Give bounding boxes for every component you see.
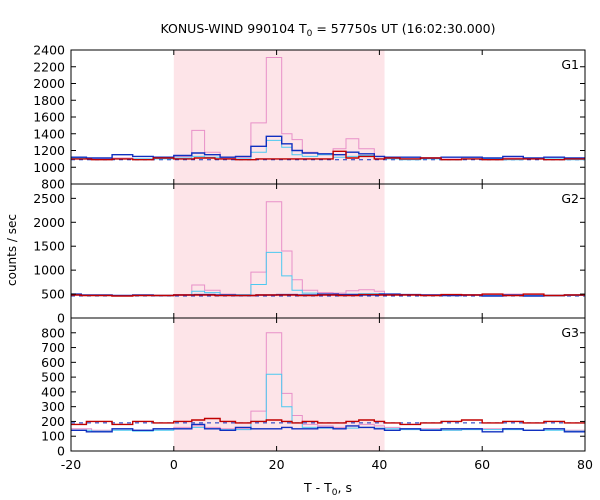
panel-name-label: G2: [561, 191, 579, 206]
series-red-line: [71, 293, 585, 297]
y-tick-label: 1400: [33, 126, 65, 141]
series-cyan-line: [71, 373, 585, 432]
series-red-line: [71, 150, 585, 161]
y-tick-label: 800: [41, 177, 65, 192]
series-blue-line: [71, 423, 585, 433]
y-tick-label: 2000: [33, 215, 65, 230]
y-tick-label: 500: [41, 370, 65, 385]
x-tick-label: 60: [474, 457, 490, 472]
panel-frame: [70, 317, 586, 452]
series-red-line: [71, 417, 585, 426]
y-axis-label: counts / sec: [5, 214, 19, 286]
y-tick-label: 1000: [33, 160, 65, 175]
y-tick-label: 300: [41, 399, 65, 414]
x-axis-label: T - T0, s: [303, 480, 352, 498]
y-tick-label: 0: [57, 311, 65, 326]
y-tick-label: 1800: [33, 93, 65, 108]
x-tick-label: 0: [170, 457, 178, 472]
y-tick-label: 600: [41, 355, 65, 370]
x-tick-label: 20: [269, 457, 285, 472]
shaded-interval: [173, 318, 385, 451]
panel-name-label: G3: [561, 325, 579, 340]
y-tick-label: 0: [57, 444, 65, 459]
y-tick-label: 400: [41, 384, 65, 399]
panel-name-label: G1: [561, 57, 579, 72]
chart-title: KONUS-WIND 990104 T0 = 57750s UT (16:02:…: [160, 21, 495, 39]
y-tick-label: 1600: [33, 110, 65, 125]
y-tick-label: 200: [41, 414, 65, 429]
series-blue-line: [71, 135, 585, 159]
x-tick-label: 40: [371, 457, 387, 472]
y-tick-label: 1200: [33, 143, 65, 158]
y-tick-label: 500: [41, 287, 65, 302]
x-tick-label: -20: [61, 457, 81, 472]
shaded-interval: [173, 184, 385, 318]
y-tick-label: 100: [41, 429, 65, 444]
panel-g2: 0 500 1000 1500 2000 2500 G2: [33, 183, 586, 326]
y-tick-label: 800: [41, 325, 65, 340]
y-tick-label: 1500: [33, 239, 65, 254]
y-tick-label: 2000: [33, 76, 65, 91]
y-tick-label: 2500: [33, 191, 65, 206]
shaded-interval: [173, 50, 385, 184]
y-tick-label: 2400: [33, 43, 65, 58]
y-tick-label: 2200: [33, 59, 65, 74]
x-tick-label: 80: [577, 457, 593, 472]
y-tick-label: 1000: [33, 263, 65, 278]
y-tick-label: 700: [41, 340, 65, 355]
